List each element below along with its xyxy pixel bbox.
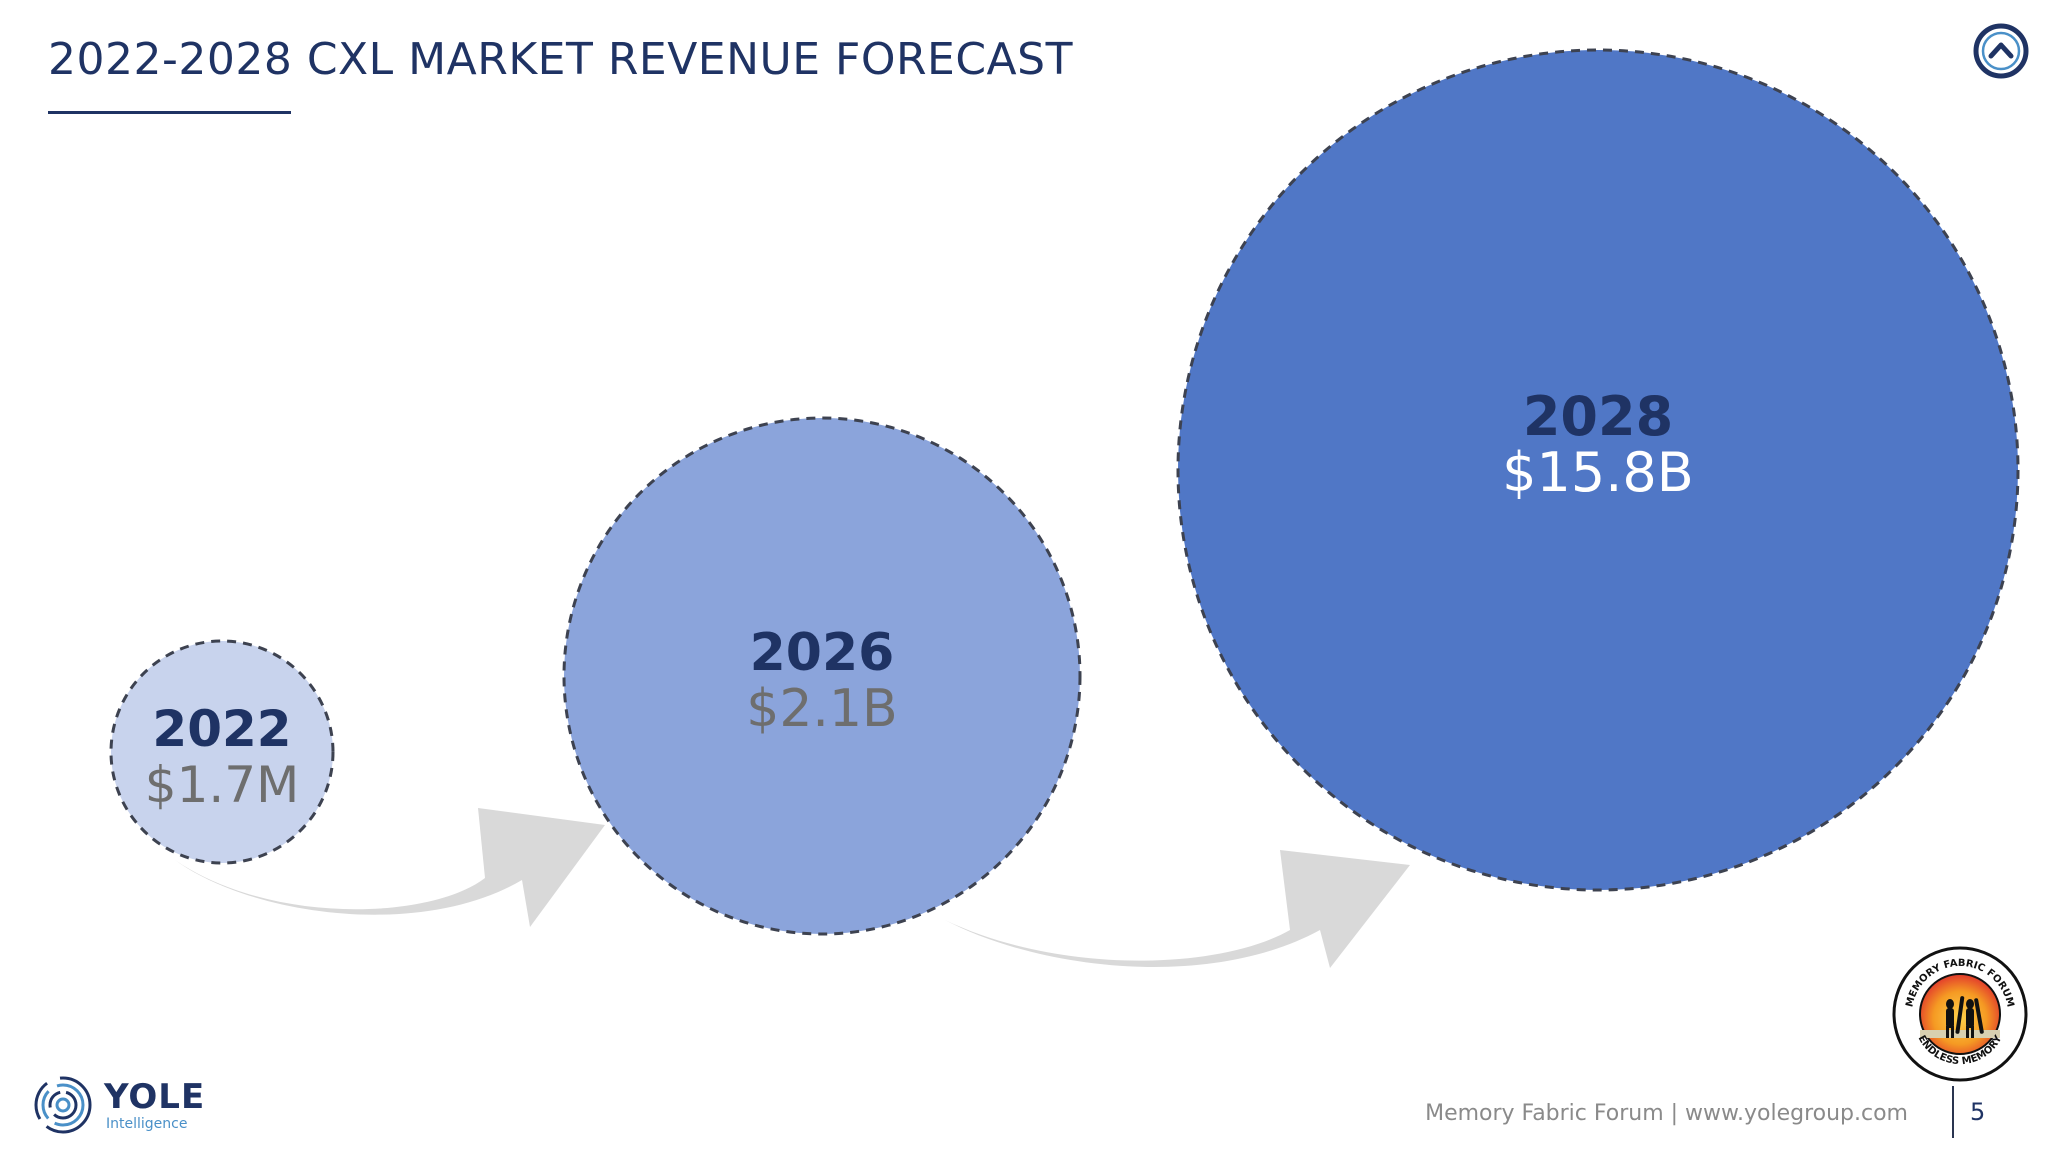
year-label-2026: 2026: [750, 623, 895, 683]
bubble-2028: [1176, 48, 2020, 892]
yole-wordmark: YOLE: [104, 1077, 206, 1117]
footer-text: Memory Fabric Forum | www.yolegroup.com: [1425, 1101, 1908, 1126]
page-title: 2022-2028 CXL MARKET REVENUE FORECAST: [48, 34, 1073, 85]
bubble-2022: [109, 639, 335, 865]
year-label-2028: 2028: [1523, 385, 1673, 448]
yole-subtitle: Intelligence: [106, 1116, 188, 1132]
bubble-2026: [562, 416, 1082, 936]
footer-divider: [1952, 1086, 1954, 1138]
title-underline: [48, 111, 291, 114]
page-number: 5: [1970, 1098, 1986, 1126]
value-label-2026: $2.1B: [746, 679, 897, 739]
memory-fabric-forum-badge-icon: MEMORY FABRIC FORUM ENDLESS MEMORY: [1892, 946, 2028, 1082]
value-label-2028: $15.8B: [1502, 441, 1694, 504]
value-label-2022: $1.7M: [145, 756, 299, 814]
curved-arrow-icon-2: [945, 850, 1410, 968]
curved-arrow-icon-1: [175, 808, 605, 927]
year-label-2022: 2022: [152, 700, 291, 758]
yole-spiral-logo-icon: [34, 1076, 92, 1134]
chevron-up-circle-icon[interactable]: [1972, 22, 2030, 80]
